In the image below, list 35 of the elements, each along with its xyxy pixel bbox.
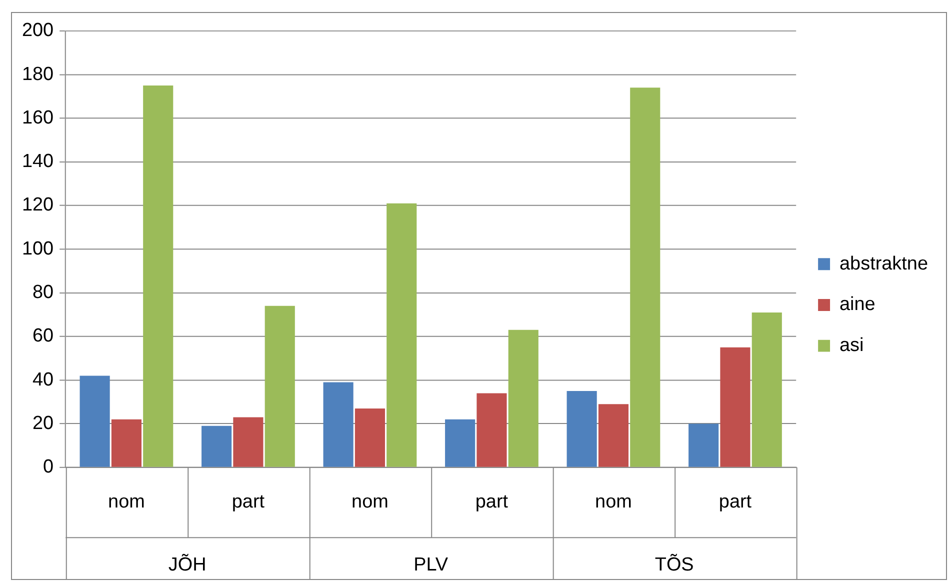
y-tick-label: 160: [22, 107, 54, 128]
bar: [752, 312, 782, 467]
bar: [143, 85, 174, 467]
bar: [354, 408, 386, 467]
bar: [508, 330, 538, 467]
bar: [111, 419, 142, 467]
y-tick-label: 180: [22, 64, 54, 85]
bar: [598, 404, 629, 467]
bar: [233, 417, 264, 467]
y-tick-label: 140: [22, 151, 54, 172]
bar: [323, 382, 354, 467]
y-tick-label: 60: [32, 326, 54, 347]
bar: [630, 88, 660, 467]
y-tick-label: 0: [43, 456, 54, 478]
y-tick-label: 200: [22, 20, 54, 42]
bar: [386, 203, 417, 467]
legend-label: abstraktne: [840, 253, 928, 274]
y-tick-label: 100: [22, 238, 54, 260]
legend-label: asi: [840, 335, 864, 356]
y-tick-label: 120: [22, 194, 54, 216]
bar: [566, 391, 597, 467]
text: PLV: [414, 554, 448, 576]
bar: [476, 393, 507, 467]
bar: [720, 347, 750, 467]
bar: [264, 306, 295, 467]
legend-label: aine: [840, 294, 876, 316]
bar: [80, 376, 110, 467]
bar: [688, 424, 719, 467]
bar: [202, 426, 232, 467]
y-tick-label: 80: [32, 282, 54, 304]
text: JÕH: [168, 553, 206, 576]
text: TÕS: [654, 553, 694, 576]
bar: [445, 419, 476, 467]
y-tick-label: 20: [32, 412, 54, 434]
y-tick-label: 40: [32, 369, 54, 390]
